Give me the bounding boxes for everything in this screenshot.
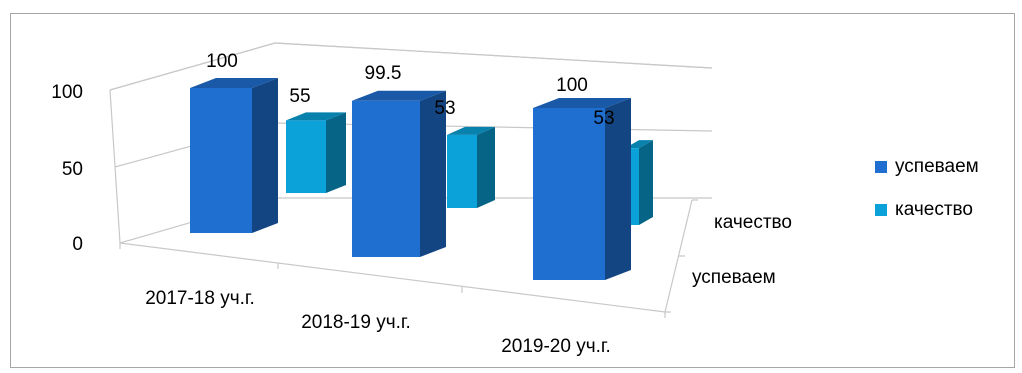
depth-label-1: успеваем [692,267,776,288]
value-label-uspevaem-0: 100 [206,51,238,72]
bar-uspevaem-1-top [352,90,446,101]
chart-frame [10,13,1015,368]
category-label-2: 2019-20 уч.г. [501,336,611,357]
value-label-kachestvo-2: 53 [593,108,614,129]
legend-label-uspevaem: успеваем [895,156,979,177]
bar-kachestvo-0-side [326,112,346,193]
bar-kachestvo-1-top [447,126,495,135]
legend-swatch-uspevaem [875,161,887,173]
category-label-0: 2017-18 уч.г. [145,288,255,309]
legend-swatch-kachestvo [875,204,887,216]
legend: успеваем качество [875,152,1010,238]
category-label-1: 2018-19 уч.г. [301,312,411,333]
value-label-kachestvo-1: 53 [434,98,455,119]
bar-uspevaem-0-front [190,88,252,233]
y-tick-label-2: 100 [51,82,83,103]
bar-kachestvo-0-front [286,120,326,193]
bar-kachestvo-1-front [447,134,477,208]
y-tick-label-1: 50 [62,159,83,180]
floor-right-edge [664,199,693,313]
bar-kachestvo-2-side [639,140,653,225]
value-label-kachestvo-0: 55 [289,86,310,107]
labels: 0 50 100 100 99.5 100 55 53 53 2017-18 уч.г. 2018-… [51,51,792,357]
gridline-back-100 [274,42,713,69]
value-label-uspevaem-2: 100 [556,75,588,96]
bar-uspevaem-0-side [252,78,278,233]
y-tick-label-0: 0 [72,234,83,255]
bar-uspevaem-2-top [533,98,631,108]
legend-item-uspevaem: успеваем [875,152,1010,182]
bar-kachestvo-2-top [625,140,653,149]
depth-label-0: качество [714,212,792,233]
value-label-uspevaem-1: 99.5 [365,63,402,84]
bar-kachestvo-0-top [286,112,346,121]
legend-item-kachestvo: качество [875,195,1010,225]
gridline-side-100 [109,42,276,91]
bar-uspevaem-2-front [533,108,605,280]
legend-label-kachestvo: качество [895,199,973,220]
bar-uspevaem-2-side [605,98,631,280]
bars [190,78,653,280]
bar-uspevaem-1-side [420,90,446,257]
bar-uspevaem-1-front [352,100,420,257]
bar-uspevaem-0-top [190,78,278,88]
bar-kachestvo-1-side [477,126,495,208]
floor-front-edge [119,242,666,313]
